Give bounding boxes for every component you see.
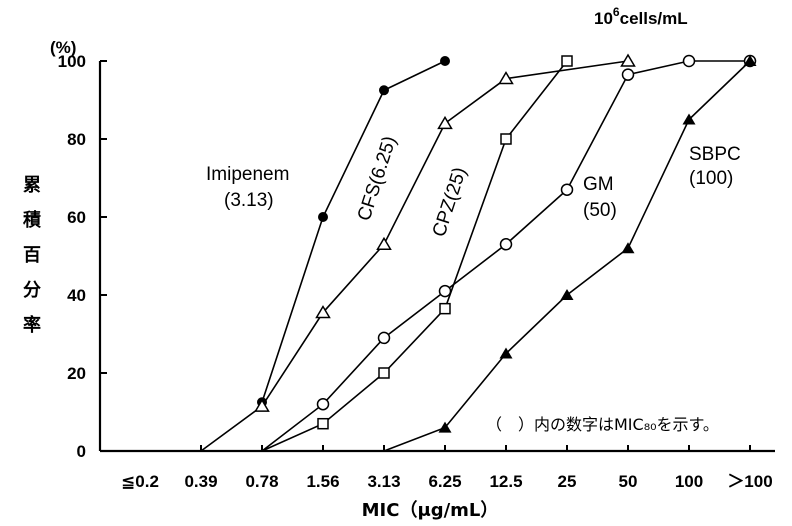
y-tick-label: 80 <box>67 130 86 149</box>
y-unit-label: (%) <box>50 38 76 57</box>
cfs-point <box>498 71 514 85</box>
axes <box>98 61 775 453</box>
cpz-line <box>261 60 568 452</box>
x-tick-label: 3.13 <box>367 472 400 491</box>
sbpc-line <box>383 60 751 452</box>
y-tick-label: 0 <box>77 442 86 461</box>
ticks: 0 20 40 60 80 100 ≦0.2 0.39 0.78 1.56 3.13 6.25 12.5… <box>58 52 773 491</box>
sbpc-point <box>499 347 513 359</box>
x-tick-label: 0.78 <box>245 472 278 491</box>
sbpc-label: SBPC <box>689 144 741 165</box>
imipenem-point <box>318 212 328 222</box>
cpz-label: CPZ(25) <box>429 165 471 240</box>
cfs-point <box>376 236 392 251</box>
sbpc-point <box>682 113 696 125</box>
sbpc-point <box>560 289 574 300</box>
x-axis-label: MIC（μg/mL） <box>362 500 499 521</box>
gm-point <box>621 68 635 81</box>
cpz-point <box>317 417 329 430</box>
note-text: （ ）内の数字はMIC₈₀を示す。 <box>486 415 719 434</box>
y-axis-label-char: 百 <box>23 245 41 266</box>
y-tick-label: 40 <box>67 286 86 305</box>
gm-point <box>316 397 330 411</box>
sbpc-point <box>621 242 635 254</box>
imipenem-label: Imipenem <box>206 164 289 185</box>
sbpc-point <box>743 55 757 66</box>
condition-label: 106cells/mL <box>594 5 688 28</box>
gm-point <box>499 238 513 251</box>
y-axis-label-char: 分 <box>23 280 41 301</box>
x-tick-label: ≦0.2 <box>121 472 159 491</box>
gm-line <box>261 60 750 452</box>
x-tick-label: 100 <box>675 472 703 491</box>
cpz-point <box>378 367 390 379</box>
cpz-point <box>561 55 573 67</box>
sbpc-point <box>438 421 452 433</box>
y-axis-label-char: 積 <box>22 209 42 231</box>
cfs-point <box>315 305 331 319</box>
x-tick-label: 0.39 <box>184 472 217 491</box>
imipenem-mic-label: (3.13) <box>224 190 274 211</box>
imipenem-point <box>440 56 450 66</box>
series-group <box>200 53 757 452</box>
gm-point <box>560 183 574 196</box>
y-tick-label: 20 <box>67 364 86 383</box>
y-axis-label: 累 積 百 分 率 <box>22 175 42 336</box>
cfs-label: CFS(6.25) <box>354 134 401 224</box>
x-tick-label: ＞100 <box>727 472 772 491</box>
cfs-point <box>254 398 270 412</box>
cpz-point <box>439 302 451 315</box>
y-axis-label-char: 率 <box>23 314 41 336</box>
gm-point <box>377 331 391 345</box>
y-axis-label-char: 累 <box>23 175 41 196</box>
gm-label: GM <box>583 174 614 195</box>
cfs-point <box>620 53 636 67</box>
y-tick-label: 100 <box>58 52 86 71</box>
cpz-point <box>500 133 512 145</box>
gm-point <box>438 284 452 298</box>
gm-point <box>682 54 696 68</box>
x-tick-label: 25 <box>558 472 577 491</box>
x-tick-label: 50 <box>619 472 638 491</box>
x-tick-label: 6.25 <box>428 472 461 491</box>
sbpc-mic-label: (100) <box>689 168 733 189</box>
x-tick-label: 12.5 <box>489 472 522 491</box>
cfs-point <box>437 115 453 130</box>
imipenem-line <box>261 60 446 403</box>
y-tick-label: 60 <box>67 208 86 227</box>
x-tick-label: 1.56 <box>306 472 339 491</box>
gm-mic-label: (50) <box>583 200 617 221</box>
imipenem-point <box>379 85 389 96</box>
